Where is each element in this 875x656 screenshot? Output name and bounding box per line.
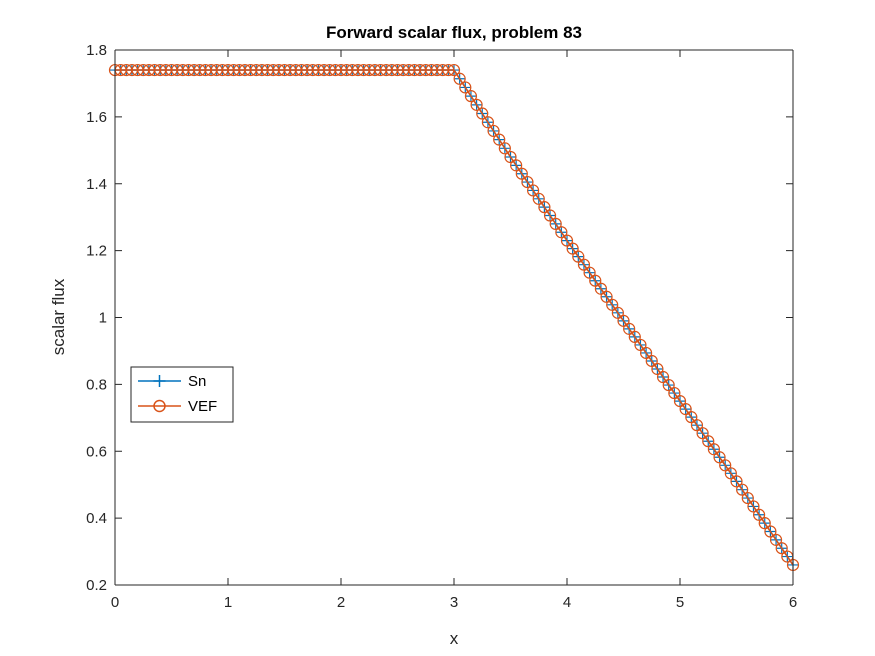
data-point-vef xyxy=(600,290,613,303)
legend-box xyxy=(130,366,234,423)
legend-marker-vef xyxy=(153,399,166,413)
data-point-vef xyxy=(487,124,500,138)
data-point-vef xyxy=(442,63,455,77)
data-point-vef xyxy=(447,63,461,77)
data-point-vef xyxy=(532,192,545,205)
data-point-vef xyxy=(690,419,704,432)
data-point-vef xyxy=(769,533,783,546)
data-point-vef xyxy=(628,330,641,343)
data-point-vef xyxy=(476,107,489,120)
data-point-vef xyxy=(538,201,551,214)
data-point-vef xyxy=(724,467,737,480)
data-point-vef xyxy=(611,306,624,319)
data-point-vef xyxy=(498,142,511,155)
legend-label-vef: VEF xyxy=(188,398,217,415)
x-tick-label: 0 xyxy=(111,594,119,611)
data-point-vef xyxy=(493,133,506,146)
data-point-vef xyxy=(656,370,670,384)
data-point-vef xyxy=(662,378,675,392)
data-point-vef xyxy=(764,525,777,538)
data-point-vef xyxy=(583,266,596,279)
data-point-vef xyxy=(639,346,653,360)
data-point-vef xyxy=(470,98,483,111)
y-tick-label: 0.6 xyxy=(86,443,107,460)
x-tick-label: 4 xyxy=(563,594,571,611)
data-point-vef xyxy=(696,427,709,440)
data-point-vef xyxy=(668,386,681,400)
data-point-vef xyxy=(673,394,687,408)
data-point-vef xyxy=(549,217,562,230)
x-axis-label: x xyxy=(450,629,459,648)
data-point-vef xyxy=(521,175,534,189)
data-point-vef xyxy=(560,234,574,247)
data-point-vef xyxy=(543,209,557,222)
y-axis-label: scalar flux xyxy=(49,278,68,355)
x-tick-label: 5 xyxy=(676,594,684,611)
data-point-vef xyxy=(707,443,721,456)
axes-layer: 0 1 2 3 4 5 6 0.2 0.4 0.6 0.8 1 1.2 1.4 1.6 1.8 xyxy=(86,42,797,611)
data-point-vef xyxy=(634,338,647,352)
data-point-vef xyxy=(459,81,472,94)
data-point-vef xyxy=(645,354,658,368)
data-point-vef xyxy=(741,491,754,505)
data-point-vef xyxy=(730,475,743,488)
data-point-vef xyxy=(589,274,602,287)
data-point-vef xyxy=(526,184,540,197)
data-point-vef xyxy=(736,483,749,496)
data-point-vef xyxy=(747,500,760,513)
data-point-vef xyxy=(685,411,698,424)
data-point-vef xyxy=(572,250,585,263)
y-tick-label: 1.4 xyxy=(86,176,107,193)
y-tick-label: 1.8 xyxy=(86,42,107,59)
data-point-vef xyxy=(481,116,494,129)
series-layer xyxy=(108,63,800,572)
data-point-vef xyxy=(606,298,619,311)
data-point-vef xyxy=(679,403,692,416)
legend-entry-vef: VEF xyxy=(138,398,217,415)
chart-title: Forward scalar flux, problem 83 xyxy=(326,23,582,42)
data-point-vef xyxy=(464,90,478,103)
y-tick-label: 0.8 xyxy=(86,376,107,393)
data-point-vef xyxy=(752,508,766,521)
data-point-vef xyxy=(566,242,579,255)
data-point-vef xyxy=(702,435,715,448)
data-point-vef xyxy=(623,322,636,335)
data-point-vef xyxy=(453,72,466,85)
data-point-vef xyxy=(594,282,608,295)
legend-entry-sn: Sn xyxy=(138,373,206,390)
data-point-vef xyxy=(719,459,732,472)
x-tick-label: 2 xyxy=(337,594,345,611)
data-point-vef xyxy=(758,517,771,530)
y-tick-label: 1.2 xyxy=(86,243,107,260)
x-tick-label: 6 xyxy=(789,594,797,611)
data-point-vef xyxy=(775,542,788,555)
y-tick-label: 0.2 xyxy=(86,577,107,594)
data-point-vef xyxy=(577,258,591,271)
data-point-vef xyxy=(504,150,517,164)
data-point-vef xyxy=(555,226,568,239)
data-point-vef xyxy=(713,451,726,464)
legend-label-sn: Sn xyxy=(188,373,206,390)
y-tick-label: 1 xyxy=(99,310,107,327)
data-point-vef xyxy=(515,167,528,180)
x-tick-label: 3 xyxy=(450,594,458,611)
data-point-vef xyxy=(510,159,523,172)
legend-marker-sn xyxy=(153,375,166,387)
y-tick-label: 1.6 xyxy=(86,109,107,126)
x-tick-label: 1 xyxy=(224,594,232,611)
data-point-vef xyxy=(651,362,664,376)
data-point-vef xyxy=(617,314,630,327)
plot-area xyxy=(115,50,793,585)
y-tick-label: 0.4 xyxy=(86,510,107,527)
legend: Sn VEF xyxy=(130,366,234,423)
